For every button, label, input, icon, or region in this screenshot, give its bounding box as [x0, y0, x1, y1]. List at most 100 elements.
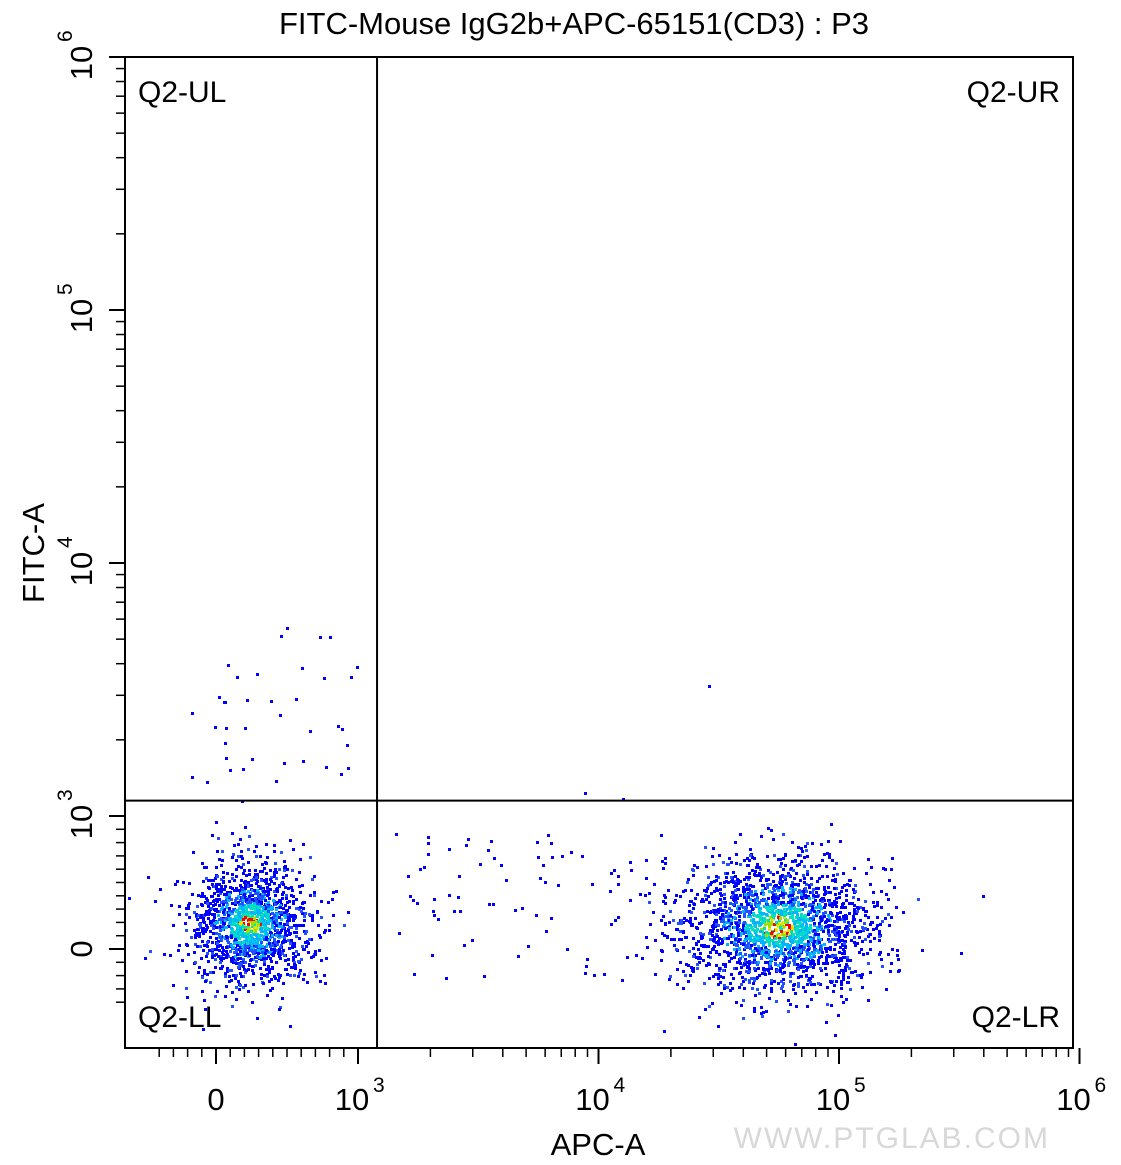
- population-point-ll: [253, 907, 256, 910]
- population-point-lr: [834, 954, 837, 957]
- population-point-ll: [269, 951, 272, 954]
- population-point-lr: [838, 916, 841, 919]
- sparse-point: [419, 868, 422, 871]
- population-point-ll: [281, 935, 284, 938]
- population-point-lr: [739, 911, 742, 914]
- sparse-point: [346, 744, 349, 747]
- sparse-point: [639, 893, 642, 896]
- population-point-ll: [236, 934, 239, 937]
- population-point-lr: [808, 897, 811, 900]
- population-point-lr: [758, 874, 761, 877]
- population-point-ll: [255, 878, 258, 881]
- population-point-lr: [664, 923, 667, 926]
- population-point-ll: [214, 958, 217, 961]
- population-point-lr: [741, 929, 744, 932]
- population-point-ll: [248, 937, 251, 940]
- population-point-lr: [826, 947, 829, 950]
- population-point-lr: [885, 893, 888, 896]
- population-point-ll: [262, 906, 265, 909]
- population-point-ll: [231, 923, 234, 926]
- population-point-lr: [771, 918, 774, 921]
- population-point-ll: [170, 904, 173, 907]
- population-point-lr: [809, 965, 812, 968]
- population-point-lr: [784, 919, 787, 922]
- population-point-lr: [795, 911, 798, 914]
- population-point-lr: [846, 956, 849, 959]
- population-point-lr: [723, 909, 726, 912]
- population-point-ll: [244, 826, 247, 829]
- population-point-lr: [833, 948, 836, 951]
- population-point-ll: [238, 937, 241, 940]
- population-point-ll: [243, 953, 246, 956]
- population-point-ll: [284, 886, 287, 889]
- population-point-ll: [241, 902, 244, 905]
- population-point-ll: [270, 908, 273, 911]
- population-point-ll: [192, 851, 195, 854]
- population-point-lr: [771, 939, 774, 942]
- population-point-ll: [203, 866, 206, 869]
- population-point-lr: [818, 877, 821, 880]
- population-point-lr: [795, 916, 798, 919]
- population-point-lr: [777, 925, 780, 928]
- population-point-lr: [753, 929, 756, 932]
- population-point-ll: [269, 957, 272, 960]
- population-point-ll: [250, 911, 253, 914]
- population-point-ll: [222, 900, 225, 903]
- population-point-lr: [736, 928, 739, 931]
- population-point-lr: [782, 889, 785, 892]
- population-point-ll: [264, 899, 267, 902]
- population-point-ll: [253, 889, 256, 892]
- population-point-lr: [733, 899, 736, 902]
- population-point-lr: [854, 970, 857, 973]
- population-point-lr: [730, 941, 733, 944]
- population-point-lr: [679, 961, 682, 964]
- population-point-lr: [719, 882, 722, 885]
- population-point-lr: [748, 979, 751, 982]
- population-point-ll: [246, 945, 249, 948]
- population-point-lr: [690, 966, 693, 969]
- population-point-ll: [225, 985, 228, 988]
- population-point-lr: [825, 865, 828, 868]
- population-point-lr: [717, 973, 720, 976]
- population-point-lr: [858, 936, 861, 939]
- population-point-ll: [199, 916, 202, 919]
- population-point-ll: [232, 908, 235, 911]
- population-point-ll: [275, 871, 278, 874]
- population-point-lr: [695, 956, 698, 959]
- population-point-lr: [740, 932, 743, 935]
- population-point-ll: [234, 938, 237, 941]
- population-point-ll: [235, 924, 238, 927]
- population-point-lr: [873, 905, 876, 908]
- population-point-lr: [824, 967, 827, 970]
- population-point-lr: [754, 938, 757, 941]
- population-point-ll: [274, 929, 277, 932]
- population-point-lr: [796, 925, 799, 928]
- population-point-ll: [240, 975, 243, 978]
- population-point-lr: [796, 921, 799, 924]
- population-point-lr: [833, 925, 836, 928]
- population-point-lr: [759, 930, 762, 933]
- population-point-lr: [766, 886, 769, 889]
- population-point-ll: [242, 863, 245, 866]
- population-point-ll: [235, 974, 238, 977]
- population-point-lr: [866, 952, 869, 955]
- population-point-ll: [265, 912, 268, 915]
- population-point-lr: [715, 887, 718, 890]
- population-point-lr: [889, 970, 892, 973]
- population-point-ll: [257, 885, 260, 888]
- population-point-ll: [242, 905, 245, 908]
- population-point-lr: [800, 916, 803, 919]
- population-point-lr: [748, 859, 751, 862]
- population-point-ll: [211, 941, 214, 944]
- population-point-ll: [271, 987, 274, 990]
- population-point-lr: [723, 893, 726, 896]
- population-point-ll: [277, 925, 280, 928]
- sparse-point: [432, 910, 435, 913]
- population-point-ll: [270, 948, 273, 951]
- population-point-lr: [814, 931, 817, 934]
- population-point-lr: [705, 964, 708, 967]
- population-point-ll: [247, 905, 250, 908]
- y-tick-label-group: 103: [54, 789, 99, 839]
- population-point-lr: [741, 976, 744, 979]
- population-point-ll: [272, 916, 275, 919]
